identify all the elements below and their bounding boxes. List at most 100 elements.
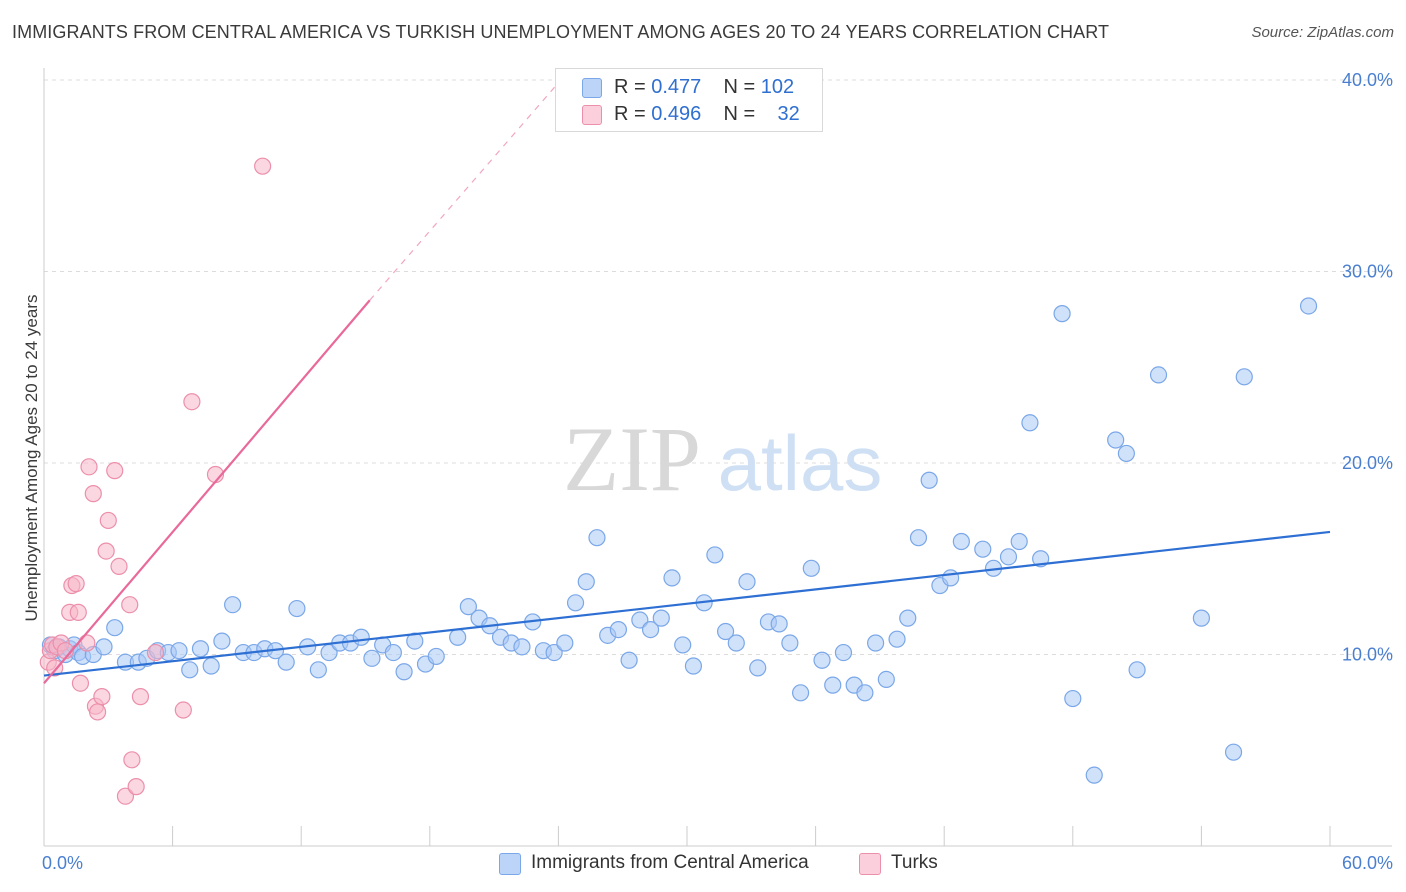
legend-n-label: N = [723, 76, 761, 98]
point-turks [46, 659, 64, 677]
point-turks [131, 688, 150, 706]
legend-r-value: 0.496 [651, 103, 702, 125]
point-central-america [588, 529, 606, 547]
tick-labels: 10.0% 20.0% 30.0% 40.0% 0.0% 60.0% [42, 70, 1393, 873]
axes [43, 68, 1392, 847]
point-central-america [888, 630, 906, 648]
legend-n-value: 32 [777, 103, 800, 125]
point-central-america [1149, 366, 1168, 384]
x-tick-label: 60.0% [1342, 853, 1393, 873]
point-central-america [813, 651, 831, 669]
legend-r-value: 0.477 [651, 76, 702, 98]
legend-n-label: N = [723, 103, 761, 125]
point-central-america [1192, 609, 1211, 627]
point-central-america [1021, 414, 1039, 432]
point-turks [78, 634, 96, 652]
point-central-america [459, 598, 477, 616]
point-turks [67, 575, 85, 593]
point-central-america [974, 540, 992, 558]
point-central-america [920, 471, 938, 489]
watermark-atlas: atlas [718, 419, 883, 507]
point-central-america [663, 569, 681, 587]
point-central-america [288, 599, 306, 618]
point-central-america [770, 615, 788, 633]
point-turks [80, 458, 98, 476]
point-turks [88, 703, 107, 721]
legend-label: Immigrants from Central America [531, 852, 809, 873]
point-central-america [716, 622, 735, 641]
point-turks [127, 778, 145, 796]
point-central-america [170, 642, 188, 660]
point-central-america [352, 628, 370, 646]
point-central-america [395, 663, 413, 681]
point-central-america [1085, 766, 1103, 784]
x-tick-label: 0.0% [42, 853, 83, 873]
point-central-america [609, 621, 628, 639]
chart-title: IMMIGRANTS FROM CENTRAL AMERICA VS TURKI… [12, 22, 1110, 42]
point-turks [123, 751, 141, 769]
point-central-america [824, 676, 842, 694]
point-central-america [738, 573, 756, 591]
point-central-america [95, 638, 113, 656]
legend-swatch-central-america [582, 78, 602, 98]
point-central-america [641, 621, 660, 639]
point-central-america [384, 643, 402, 662]
point-turks [93, 688, 111, 706]
point-central-america [363, 649, 381, 667]
point-turks [254, 157, 272, 175]
y-tick-label: 20.0% [1342, 453, 1393, 473]
point-turks [84, 485, 102, 503]
y-axis-title: Unemployment Among Ages 20 to 24 years [22, 295, 41, 622]
point-central-america [1235, 368, 1253, 386]
legend-r-label: R = [614, 103, 652, 125]
trend-line-central-america [43, 530, 1331, 677]
point-central-america [1299, 297, 1318, 315]
point-central-america [867, 634, 885, 652]
legend-swatch-turks [582, 105, 602, 125]
point-central-america [802, 559, 820, 577]
point-turks [71, 674, 90, 692]
point-turks [110, 557, 128, 576]
point-central-america [834, 643, 853, 662]
legend-r-label: R = [614, 76, 652, 98]
point-turks [174, 701, 192, 719]
point-central-america [899, 609, 917, 627]
point-central-america [1224, 743, 1243, 761]
watermark-zip: ZIP [563, 408, 701, 510]
legend-swatch-turks [859, 853, 881, 875]
point-turks [97, 542, 115, 560]
point-central-america [999, 548, 1018, 566]
point-central-america [309, 661, 327, 679]
point-central-america [577, 573, 595, 591]
point-central-america [191, 640, 210, 658]
point-central-america [674, 636, 692, 654]
point-central-america [942, 569, 960, 587]
trend-line-turks-extension [369, 70, 570, 301]
point-central-america [631, 611, 649, 629]
point-turks [116, 787, 135, 805]
point-central-america [877, 670, 895, 688]
point-central-america [684, 657, 703, 675]
point-central-america [277, 653, 295, 671]
y-tick-label: 10.0% [1342, 645, 1393, 665]
point-central-america [106, 619, 124, 637]
point-turks [121, 596, 139, 614]
point-central-america [727, 634, 745, 652]
point-turks [69, 603, 87, 621]
legend-swatch-central-america [499, 853, 521, 875]
trend-lines [43, 70, 1331, 684]
point-turks [106, 462, 124, 480]
point-central-america [952, 532, 970, 551]
point-central-america [449, 628, 467, 646]
point-central-america [1064, 689, 1082, 708]
legend-n-value: 102 [760, 76, 795, 98]
legend-label: Turks [891, 852, 938, 873]
point-central-america [1053, 305, 1071, 323]
point-central-america [706, 546, 724, 564]
point-turks [146, 643, 165, 662]
point-turks [99, 511, 117, 530]
point-central-america [620, 651, 638, 669]
point-central-america [1117, 444, 1135, 463]
point-central-america [909, 529, 928, 547]
